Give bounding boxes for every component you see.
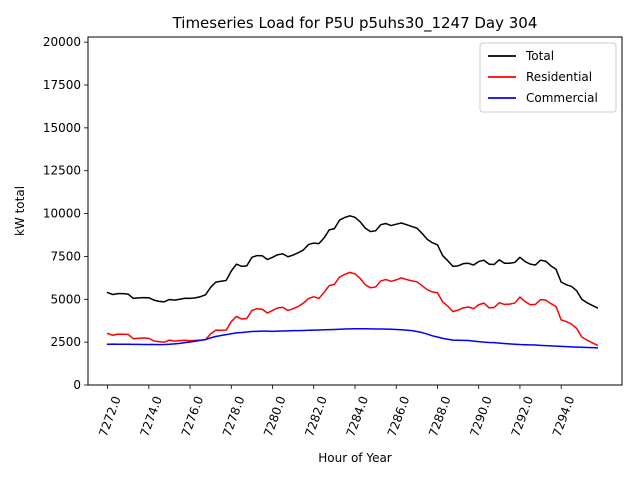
y-tick-label: 5000 [50,292,81,306]
y-tick-label: 0 [73,378,81,392]
y-tick-label: 12500 [43,164,81,178]
y-axis-ticks: 0 2500 5000 7500 10000 12500 15000 17500 20000 [43,35,88,392]
legend-label-residential: Residential [526,70,592,84]
legend-box [479,42,617,113]
series-line-residential [106,271,599,347]
legend-items: Total Residential Commercial [488,49,598,105]
x-axis-label: Hour of Year [318,451,392,465]
chart-title: Timeseries Load for P5U p5uhs30_1247 Day… [172,14,538,33]
y-axis-label: kW total [13,186,27,236]
y-tick-label: 17500 [43,78,81,92]
series-line-commercial [106,328,599,349]
legend: Total Residential Commercial [479,42,617,113]
y-tick-label: 2500 [50,335,81,349]
y-tick-label: 7500 [50,249,81,263]
plot-area [87,36,623,386]
y-tick-label: 10000 [43,207,81,221]
y-tick-label: 20000 [43,35,81,49]
legend-label-total: Total [525,49,554,63]
series-layer [106,215,599,349]
series-line-total [106,215,599,309]
legend-label-commercial: Commercial [526,91,598,105]
y-tick-label: 15000 [43,121,81,135]
